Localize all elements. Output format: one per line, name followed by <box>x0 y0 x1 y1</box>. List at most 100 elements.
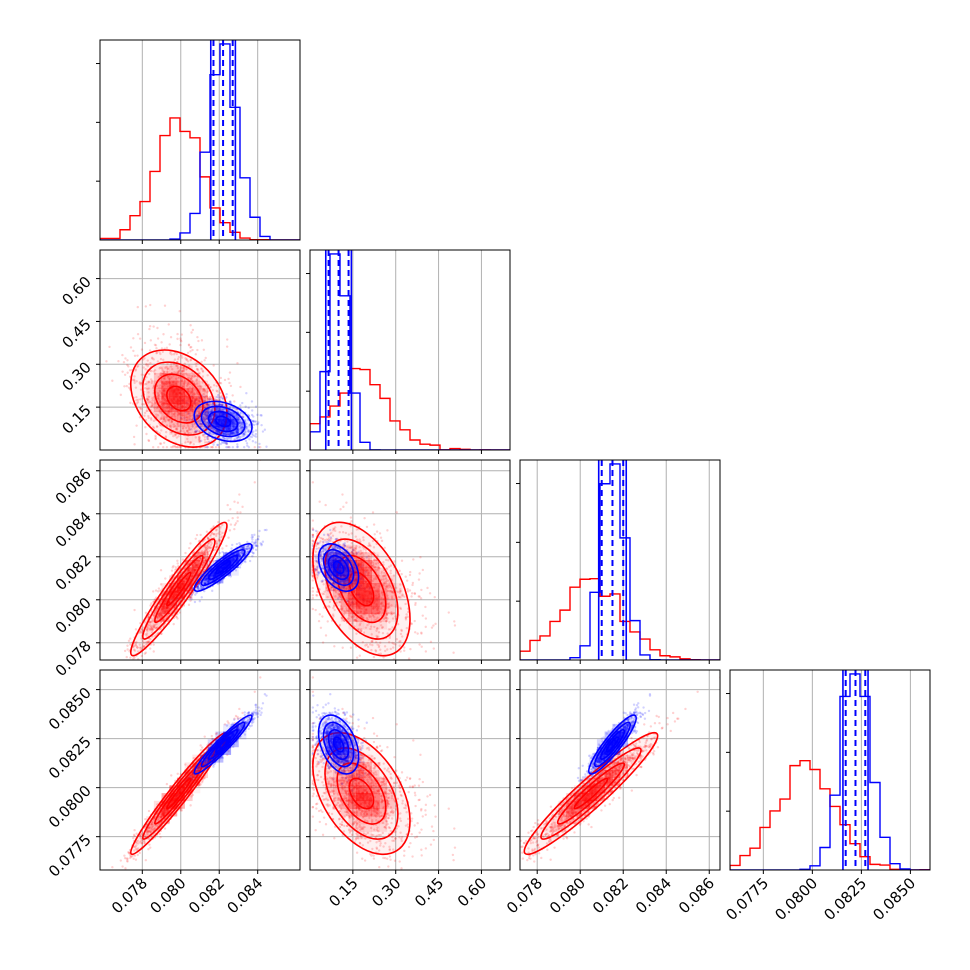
scatter-point <box>167 323 170 326</box>
scatter-point <box>161 350 165 353</box>
scatter-point <box>236 520 239 523</box>
scatter-point <box>223 437 226 441</box>
scatter-point <box>186 373 189 377</box>
scatter-point <box>157 394 161 397</box>
scatter-point <box>187 603 191 607</box>
scatter-point <box>215 429 218 433</box>
scatter-point <box>186 383 190 386</box>
scatter-point <box>127 664 129 666</box>
scatter-point <box>170 376 173 379</box>
scatter-point <box>154 434 157 438</box>
scatter-point <box>154 589 158 592</box>
scatter-point <box>155 351 159 354</box>
scatter-point <box>155 347 158 350</box>
scatter-point <box>198 422 202 426</box>
scatter-point <box>179 445 182 449</box>
scatter-point <box>171 367 174 371</box>
scatter-point <box>117 360 120 363</box>
scatter-point <box>212 384 216 387</box>
scatter-point <box>185 419 188 422</box>
scatter-point <box>245 392 248 395</box>
scatter-point <box>204 410 208 413</box>
scatter-point <box>180 354 183 357</box>
scatter-point <box>149 339 153 342</box>
scatter-point <box>133 375 136 378</box>
scatter-point <box>129 637 132 640</box>
scatter-point <box>251 432 254 435</box>
scatter-point <box>201 389 205 392</box>
scatter-point <box>191 348 194 352</box>
scatter-point <box>129 346 133 349</box>
scatter-point <box>136 364 140 368</box>
scatter-point <box>196 415 199 418</box>
scatter-point <box>129 401 132 405</box>
scatter-point <box>132 349 135 353</box>
scatter-point <box>159 371 162 375</box>
scatter-point <box>166 419 170 422</box>
scatter-point <box>197 419 201 422</box>
scatter-point <box>136 354 139 357</box>
scatter-point <box>235 542 239 546</box>
scatter-point <box>200 385 203 388</box>
scatter-point <box>205 436 209 439</box>
scatter-point <box>111 687 113 689</box>
scatter-point <box>326 620 329 623</box>
scatter-point <box>176 422 179 426</box>
scatter-point <box>185 418 189 422</box>
scatter-point <box>198 435 201 439</box>
scatter-point <box>147 391 150 394</box>
scatter-point <box>429 640 433 643</box>
scatter-point <box>155 425 159 428</box>
scatter-point <box>134 628 138 631</box>
scatter-point <box>166 362 169 366</box>
scatter-point <box>169 352 172 355</box>
plot-area <box>310 460 457 660</box>
scatter-point <box>224 441 227 445</box>
scatter-point <box>207 404 211 407</box>
scatter-point <box>243 433 246 436</box>
scatter-point <box>235 431 238 434</box>
scatter-point <box>184 379 187 382</box>
scatter-point <box>180 412 184 415</box>
scatter-point <box>221 397 225 401</box>
scatter-point <box>143 414 146 417</box>
scatter-point <box>176 559 179 563</box>
scatter-point <box>398 569 401 573</box>
scatter-point <box>453 620 456 623</box>
scatter-point <box>236 431 239 435</box>
scatter-point <box>153 372 157 375</box>
panel-frame <box>99 39 301 241</box>
y-tick-label: 0.078 <box>52 637 95 680</box>
scatter-point <box>156 590 160 593</box>
scatter-point <box>203 359 206 362</box>
scatter-point <box>185 415 189 419</box>
scatter-point <box>162 377 166 381</box>
scatter-point <box>214 430 218 433</box>
scatter-point <box>136 398 140 401</box>
scatter-point <box>209 416 213 420</box>
scatter-point <box>119 393 122 397</box>
scatter-point <box>205 403 209 406</box>
scatter-point <box>159 411 162 415</box>
scatter-point <box>181 427 185 430</box>
scatter-point <box>203 411 206 414</box>
scatter-point <box>227 377 230 381</box>
scatter-point <box>140 381 143 385</box>
scatter-point <box>167 418 170 422</box>
scatter-point <box>231 432 234 435</box>
scatter-point <box>258 529 261 533</box>
scatter-point <box>194 436 197 439</box>
scatter-point <box>153 406 156 409</box>
scatter-point <box>265 445 268 448</box>
y-tick-label: 0.15 <box>58 401 94 437</box>
scatter-point <box>218 381 222 385</box>
scatter-point <box>248 438 251 441</box>
scatter-point <box>184 551 187 555</box>
scatter-point <box>196 348 199 352</box>
scatter-point <box>261 430 265 433</box>
scatter-point <box>214 445 218 449</box>
scatter-point <box>217 408 220 411</box>
scatter-point <box>180 340 183 343</box>
scatter-point <box>233 400 236 403</box>
scatter-point <box>263 428 267 431</box>
